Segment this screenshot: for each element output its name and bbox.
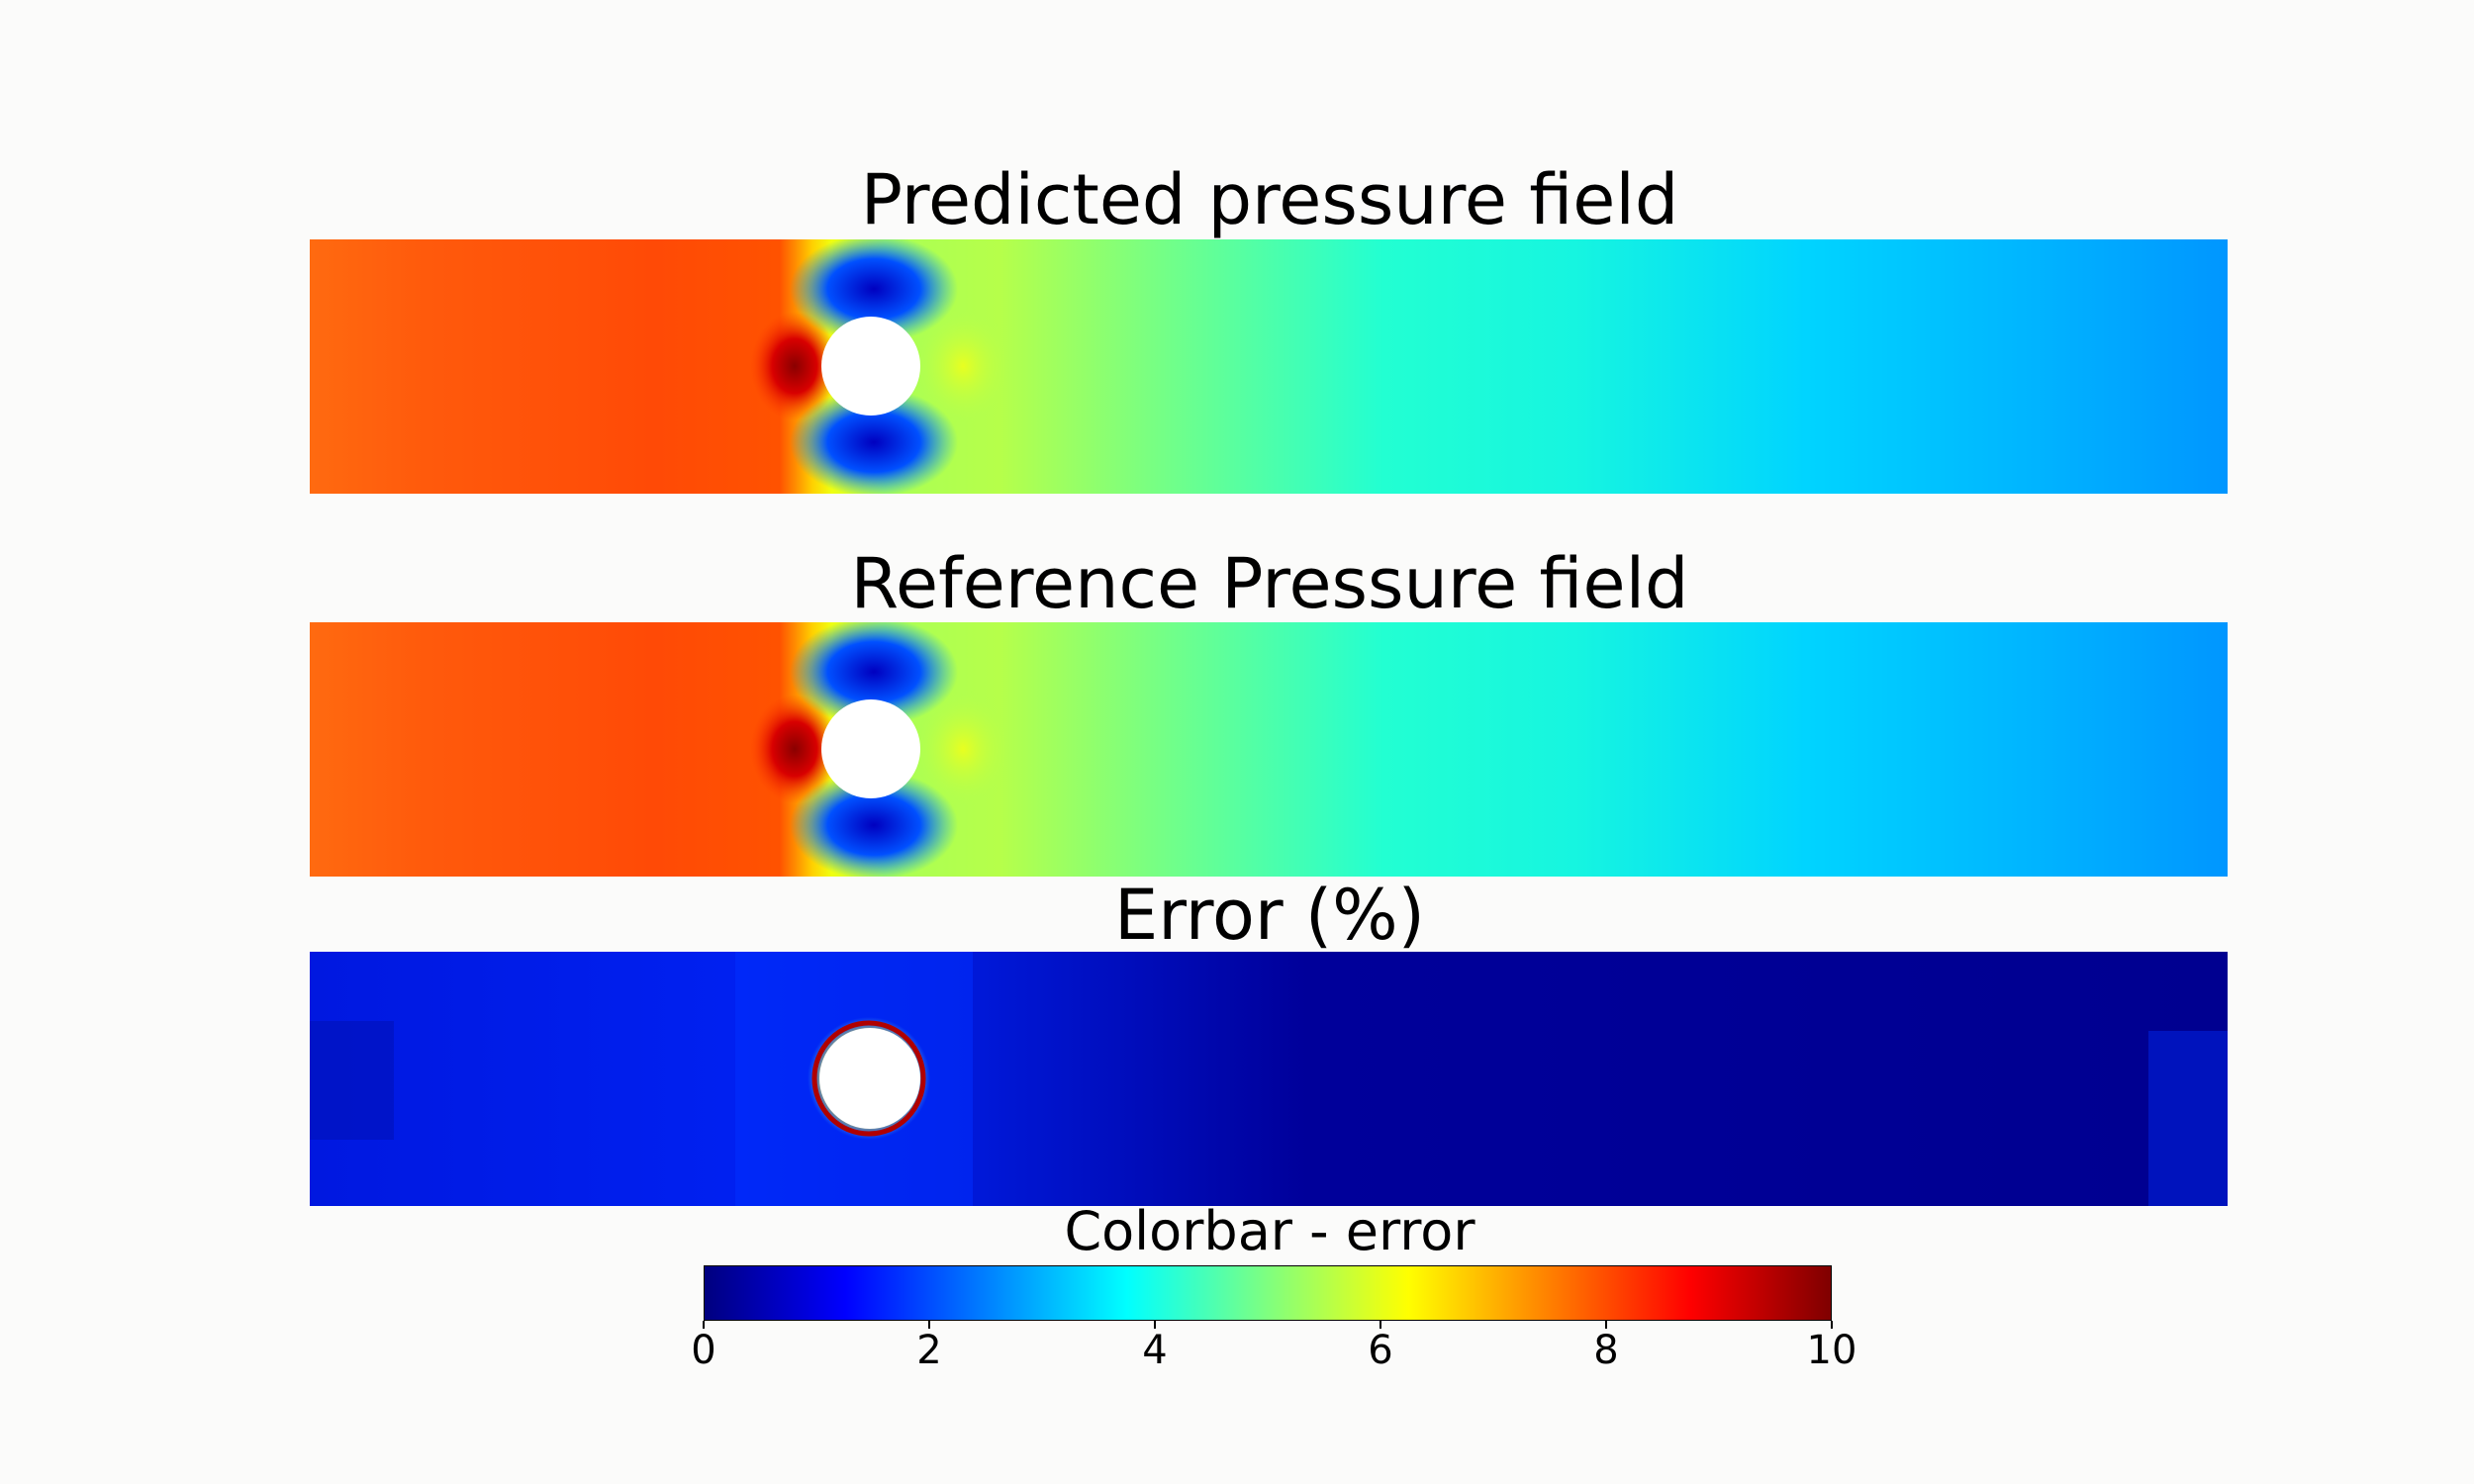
predicted-title: Predicted pressure field [860,159,1679,240]
colorbar-tick-label: 8 [1593,1328,1619,1373]
colorbar-tick-label: 10 [1806,1328,1857,1373]
reference-title: Reference Pressure field [850,543,1689,624]
reference-pressure-panel [310,622,2228,877]
colorbar-tick-label: 0 [691,1328,716,1373]
colorbar-title: Colorbar - error [1064,1200,1475,1262]
colorbar-tick-label: 2 [916,1328,942,1373]
predicted-pressure-panel [310,239,2228,494]
error-panel [310,952,2228,1206]
colorbar-tick-label: 6 [1368,1328,1393,1373]
colorbar-tick-label: 4 [1142,1328,1168,1373]
colorbar [704,1265,1832,1321]
error-title: Error (%) [1113,875,1425,956]
